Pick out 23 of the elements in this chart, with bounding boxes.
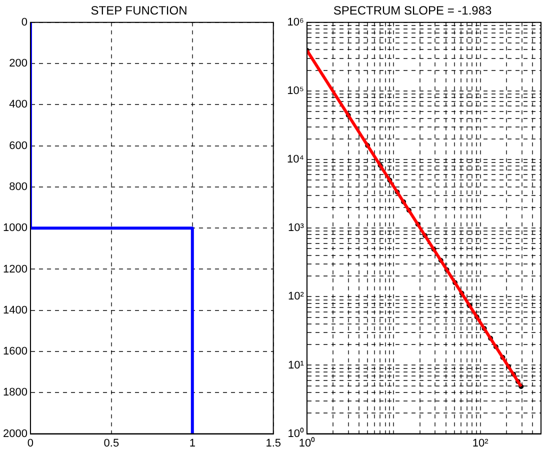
y-tick-label: 1800 bbox=[2, 386, 28, 399]
chart-title: SPECTRUM SLOPE = -1.983 bbox=[333, 4, 492, 18]
y-tick-label: 10⁶ bbox=[287, 16, 304, 28]
y-tick-label: 200 bbox=[9, 58, 28, 70]
y-tick-label: 10⁴ bbox=[286, 154, 304, 166]
y-tick-label: 600 bbox=[9, 140, 28, 152]
x-tick-label: 0.5 bbox=[104, 437, 120, 450]
y-tick-label: 800 bbox=[9, 180, 28, 193]
y-tick-label: 1000 bbox=[2, 222, 28, 234]
y-tick-label: 1600 bbox=[2, 346, 28, 358]
y-tick-label: 10³ bbox=[288, 222, 304, 234]
y-tick-label: 0 bbox=[21, 16, 28, 28]
y-tick-label: 10² bbox=[288, 290, 304, 303]
x-tick-label: 10² bbox=[472, 437, 489, 450]
y-tick-label: 1400 bbox=[2, 304, 28, 316]
y-tick-label: 10⁵ bbox=[287, 85, 304, 97]
y-tick-label: 400 bbox=[9, 98, 28, 111]
y-tick-label: 2000 bbox=[2, 428, 28, 440]
chart-title: STEP FUNCTION bbox=[90, 4, 188, 18]
x-tick-label: 1 bbox=[189, 437, 196, 450]
y-tick-label: 1200 bbox=[2, 263, 28, 276]
y-tick-label: 10¹ bbox=[288, 359, 304, 372]
x-tick-label: 1.5 bbox=[266, 437, 282, 450]
